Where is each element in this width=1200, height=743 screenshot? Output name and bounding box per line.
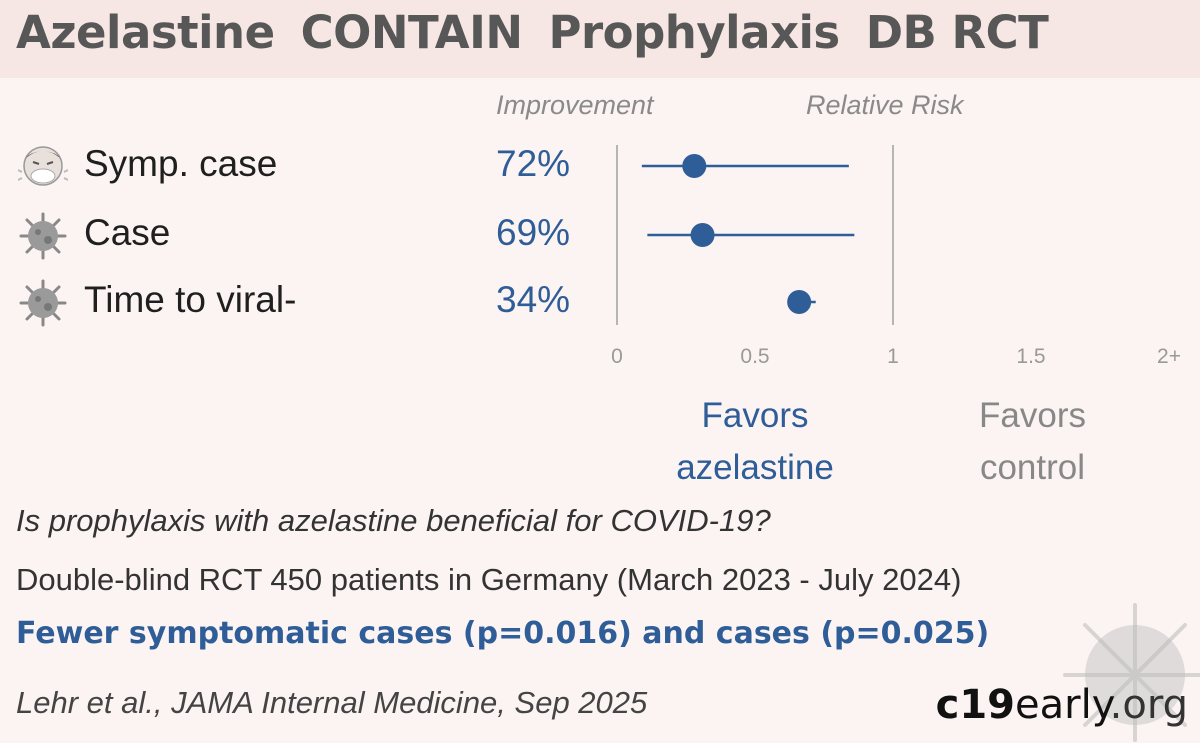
- relative-risk-header: Relative Risk: [806, 90, 964, 120]
- title-trial: CONTAIN: [300, 6, 523, 59]
- favors-control-label: Favors control: [935, 390, 1130, 494]
- row-label-case: Case: [84, 212, 171, 253]
- citation: Lehr et al., JAMA Internal Medicine, Sep…: [16, 685, 648, 720]
- favors-treatment-line2: azelastine: [676, 448, 834, 487]
- point-estimate: [690, 223, 715, 247]
- x-tick-label: 1: [887, 345, 899, 368]
- page-title: Azelastine CONTAIN Prophylaxis DB RCT: [16, 6, 1049, 59]
- title-drug: Azelastine: [16, 6, 275, 59]
- brand-mid: early: [1015, 682, 1110, 728]
- row-improvement-time-to-viral: 34%: [496, 279, 571, 320]
- virus-decoration-icon: [1063, 603, 1200, 742]
- favors-treatment-label: Favors azelastine: [655, 390, 855, 494]
- row-improvement-case: 69%: [496, 212, 571, 253]
- study-question: Is prophylaxis with azelastine beneficia…: [16, 503, 771, 538]
- row-improvement-symp-case: 72%: [496, 143, 571, 184]
- virus-icon: [19, 279, 67, 327]
- sneezing-face-icon: [18, 146, 68, 186]
- row-label-symp-case: Symp. case: [84, 143, 278, 184]
- x-tick-label: 2+: [1157, 345, 1181, 368]
- brand-logo[interactable]: c19early.org: [936, 682, 1188, 728]
- row-label-time-to-viral: Time to viral-: [84, 279, 297, 320]
- point-estimate: [682, 154, 707, 178]
- favors-control-line1: Favors: [979, 396, 1086, 435]
- brand-bold: c19: [935, 682, 1016, 728]
- title-bar: [0, 0, 1200, 78]
- brand-end: .org: [1109, 682, 1188, 728]
- x-tick-label: 0: [611, 345, 623, 368]
- title-design: DB RCT: [865, 6, 1049, 59]
- favors-treatment-line1: Favors: [701, 396, 809, 435]
- virus-icon: [19, 212, 67, 260]
- point-estimate: [787, 290, 812, 314]
- forest-plot: 0 0.5 1 1.5 2+: [611, 145, 1181, 368]
- x-tick-label: 0.5: [740, 345, 769, 368]
- x-tick-label: 1.5: [1016, 345, 1045, 368]
- improvement-header: Improvement: [496, 90, 654, 120]
- title-setting: Prophylaxis: [548, 6, 840, 59]
- favors-control-line2: control: [979, 448, 1086, 487]
- study-finding: Fewer symptomatic cases (p=0.016) and ca…: [16, 616, 990, 651]
- study-description: Double-blind RCT 450 patients in Germany…: [16, 562, 962, 597]
